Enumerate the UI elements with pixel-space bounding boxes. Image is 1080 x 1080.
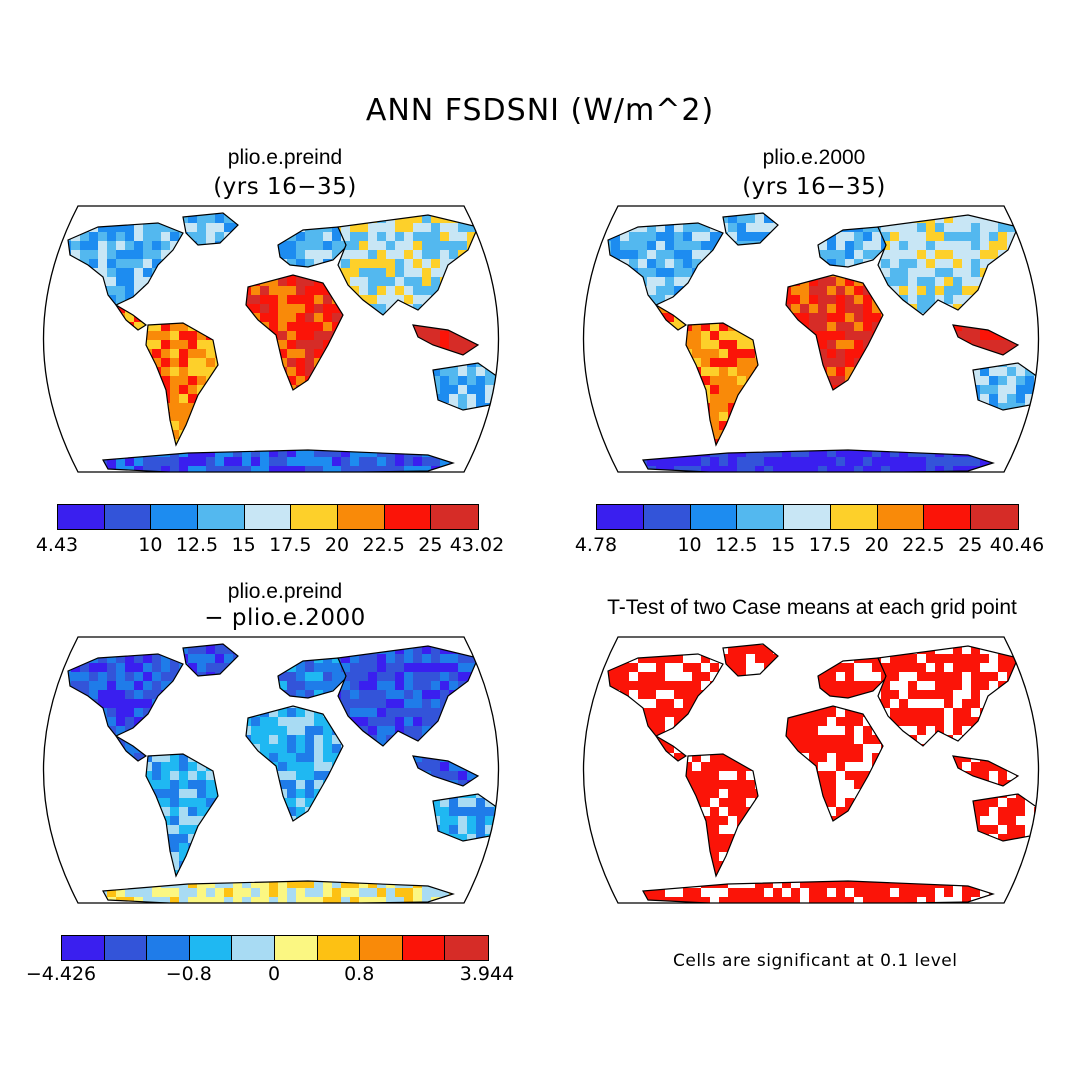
colorbar-swatch xyxy=(62,936,105,960)
colorbar-tick-label: 17.5 xyxy=(269,534,311,556)
panel-diff-title: plio.e.preind xyxy=(45,580,525,604)
colorbar-swatch xyxy=(431,505,478,529)
colorbar-swatch xyxy=(275,936,318,960)
colorbar-swatch xyxy=(445,936,488,960)
colorbar-swatch xyxy=(691,505,738,529)
colorbar-tick-label: 0.8 xyxy=(344,963,374,985)
colorbar-swatch xyxy=(58,505,105,529)
colorbar-swatch xyxy=(360,936,403,960)
colorbar-swatch xyxy=(338,505,385,529)
colorbar-preind-labels: 4.43 10 12.5 15 17.5 20 22.5 25 43.02 xyxy=(57,534,477,558)
colorbar-tick-label: 4.43 xyxy=(36,534,78,556)
panel-preind-title: plio.e.preind xyxy=(45,146,525,170)
colorbar-swatch xyxy=(151,505,198,529)
map-preind xyxy=(8,205,534,479)
colorbar-tick-label: 17.5 xyxy=(809,534,851,556)
colorbar-tick-label: −4.426 xyxy=(26,963,96,985)
colorbar-swatch xyxy=(403,936,446,960)
colorbar-swatch xyxy=(784,505,831,529)
panel-2000-subtitle: (yrs 16−35) xyxy=(574,174,1054,200)
colorbar-2000 xyxy=(596,504,1019,530)
colorbar-swatch xyxy=(147,936,190,960)
colorbar-tick-label: 15 xyxy=(232,534,256,556)
colorbar-swatch xyxy=(878,505,925,529)
panel-diff-subtitle: − plio.e.2000 xyxy=(45,605,525,631)
colorbar-tick-label: −0.8 xyxy=(166,963,212,985)
colorbar-tick-label: 25 xyxy=(418,534,442,556)
colorbar-difference-labels: −4.426 −0.8 0 0.8 3.944 xyxy=(61,963,487,987)
colorbar-tick-label: 43.02 xyxy=(450,534,504,556)
colorbar-swatch xyxy=(190,936,233,960)
colorbar-tick-label: 10 xyxy=(138,534,162,556)
map-difference xyxy=(8,636,534,910)
colorbar-difference xyxy=(61,935,489,961)
colorbar-tick-label: 4.78 xyxy=(575,534,617,556)
map-2000 xyxy=(548,205,1074,479)
map-ttest xyxy=(548,636,1074,910)
figure-title: ANN FSDSNI (W/m^2) xyxy=(0,93,1080,128)
colorbar-swatch xyxy=(105,505,152,529)
colorbar-swatch xyxy=(924,505,971,529)
colorbar-tick-label: 15 xyxy=(771,534,795,556)
colorbar-swatch xyxy=(737,505,784,529)
colorbar-tick-label: 25 xyxy=(958,534,982,556)
panel-preind-subtitle: (yrs 16−35) xyxy=(45,174,525,200)
colorbar-tick-label: 12.5 xyxy=(176,534,218,556)
colorbar-tick-label: 40.46 xyxy=(990,534,1044,556)
colorbar-swatch xyxy=(971,505,1018,529)
panel-2000-title: plio.e.2000 xyxy=(574,146,1054,170)
colorbar-swatch xyxy=(597,505,644,529)
colorbar-swatch xyxy=(245,505,292,529)
colorbar-swatch xyxy=(831,505,878,529)
colorbar-swatch xyxy=(232,936,275,960)
colorbar-tick-label: 3.944 xyxy=(460,963,514,985)
colorbar-tick-label: 0 xyxy=(268,963,280,985)
significance-note: Cells are significant at 0.1 level xyxy=(673,951,957,971)
colorbar-preind xyxy=(57,504,479,530)
colorbar-tick-label: 20 xyxy=(325,534,349,556)
colorbar-swatch xyxy=(644,505,691,529)
panel-ttest-title: T-Test of two Case means at each grid po… xyxy=(567,596,1057,620)
colorbar-swatch xyxy=(385,505,432,529)
colorbar-2000-labels: 4.78 10 12.5 15 17.5 20 22.5 25 40.46 xyxy=(596,534,1017,558)
colorbar-tick-label: 22.5 xyxy=(902,534,944,556)
colorbar-swatch xyxy=(318,936,361,960)
colorbar-swatch xyxy=(105,936,148,960)
colorbar-swatch xyxy=(198,505,245,529)
colorbar-tick-label: 10 xyxy=(677,534,701,556)
colorbar-swatch xyxy=(291,505,338,529)
colorbar-tick-label: 22.5 xyxy=(363,534,405,556)
colorbar-tick-label: 20 xyxy=(865,534,889,556)
colorbar-tick-label: 12.5 xyxy=(715,534,757,556)
